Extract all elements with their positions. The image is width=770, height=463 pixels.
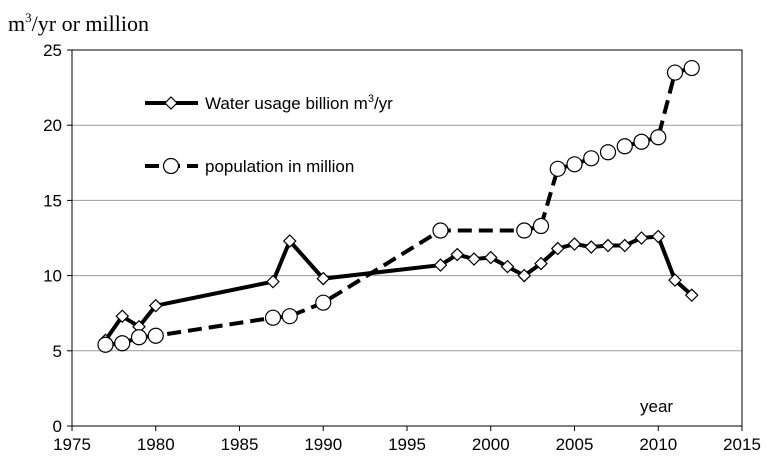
population-point — [97, 336, 114, 353]
population-point — [683, 59, 700, 77]
y-tick-label: 25 — [43, 41, 62, 60]
water-usage-point — [584, 240, 599, 254]
water-usage-point — [567, 237, 582, 251]
water-usage-point — [668, 273, 682, 287]
population-point — [633, 133, 650, 150]
population-point — [549, 160, 566, 177]
water-usage-point — [634, 231, 649, 245]
water-usage-point — [601, 238, 615, 253]
x-tick-label: 1975 — [53, 435, 91, 454]
water-usage-point — [684, 288, 699, 303]
x-tick-label: 1980 — [137, 435, 175, 454]
water-usage-point — [282, 234, 297, 248]
water-usage-point — [450, 247, 465, 262]
series — [97, 59, 700, 353]
population-point — [616, 138, 633, 155]
y-tick-label: 15 — [43, 191, 62, 210]
population-point — [315, 294, 332, 311]
legend-item-population: population in million — [145, 157, 354, 176]
y-tick-label: 10 — [43, 267, 62, 286]
water-usage-point — [266, 274, 280, 289]
y-tick-label: 0 — [53, 417, 62, 436]
population-point — [532, 217, 550, 235]
population-point — [432, 222, 449, 239]
x-tick-label: 2005 — [556, 435, 594, 454]
population-point — [114, 335, 131, 352]
water-usage-point — [316, 271, 331, 286]
population-point — [281, 308, 298, 325]
x-tick-label: 1985 — [221, 435, 259, 454]
legend-label-population: population in million — [205, 157, 354, 176]
water-usage-point — [550, 241, 565, 256]
population-point — [264, 309, 282, 326]
water-usage-point — [500, 259, 515, 274]
legend-marker-diamond — [164, 96, 178, 110]
water-usage-point — [534, 256, 548, 271]
water-usage-point — [115, 309, 130, 324]
x-tick-label: 1990 — [304, 435, 342, 454]
population-point — [516, 222, 533, 239]
legend-label-water-usage: Water usage billion m3/yr — [205, 93, 393, 113]
x-tick-label: 2000 — [472, 435, 510, 454]
series-1 — [97, 59, 700, 353]
population-point — [650, 129, 667, 146]
series-0 — [98, 229, 699, 348]
water-usage-line — [103, 234, 694, 342]
population-point — [147, 327, 164, 344]
y-tick-label: 5 — [53, 342, 62, 361]
population-point — [566, 156, 583, 173]
water-usage-point — [148, 298, 163, 313]
population-point — [583, 150, 600, 167]
water-usage-point — [617, 238, 632, 253]
x-tick-label: 2015 — [723, 435, 761, 454]
population-point — [130, 329, 148, 346]
water-usage-point — [467, 252, 481, 266]
axis-ticks: 0 5 10 15 20 25 1975 1980 1985 1990 1995 2000 2005 20… — [43, 41, 761, 454]
legend-marker-circle — [162, 157, 180, 175]
x-tick-label: 1995 — [388, 435, 426, 454]
water-usage-point — [483, 250, 498, 265]
x-axis-label: year — [640, 397, 673, 416]
water-usage-point — [517, 268, 532, 283]
y-tick-label: 20 — [43, 116, 62, 135]
population-point — [599, 144, 617, 161]
grid-lines — [72, 124, 742, 352]
x-tick-label: 2010 — [639, 435, 677, 454]
water-usage-point — [433, 258, 448, 272]
legend: Water usage billion m3/yr population in … — [145, 93, 393, 176]
y-axis-label: m3/yr or million — [8, 10, 149, 36]
water-usage-point — [651, 229, 666, 244]
population-point — [666, 64, 684, 81]
population-line — [105, 66, 693, 347]
legend-item-water-usage: Water usage billion m3/yr — [145, 93, 393, 113]
